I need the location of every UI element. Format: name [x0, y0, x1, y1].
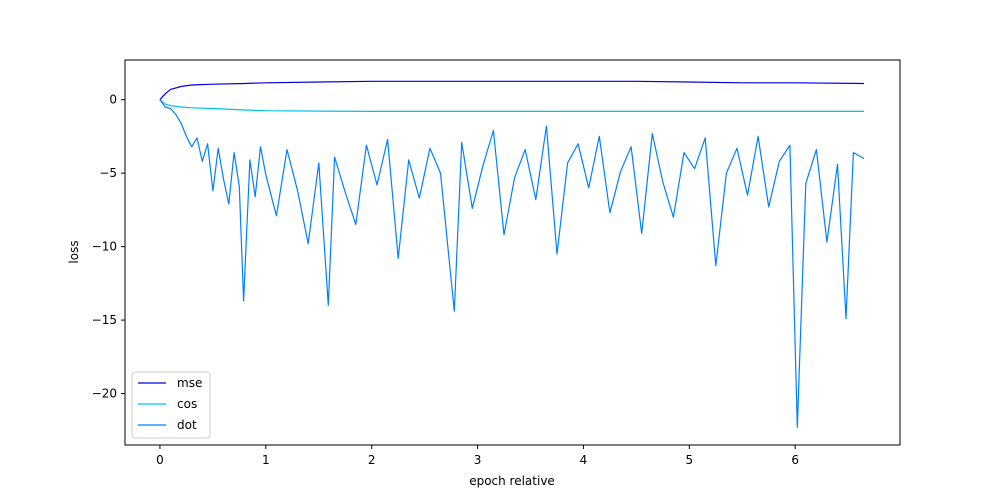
y-tick-label: −20	[92, 387, 117, 401]
x-tick-label: 4	[580, 453, 588, 467]
x-tick-label: 3	[474, 453, 482, 467]
x-tick-label: 5	[685, 453, 693, 467]
x-tick-label: 1	[262, 453, 270, 467]
axes-layer	[124, 59, 901, 446]
legend-label-mse: mse	[177, 376, 202, 390]
legend-label-dot: dot	[177, 418, 197, 432]
y-tick-label: −15	[92, 313, 117, 327]
y-axis-ticks: 0 −5 −10 −15 −20	[92, 93, 125, 401]
series-layer	[159, 80, 865, 428]
x-tick-label: 6	[791, 453, 799, 467]
series-line-mse	[159, 80, 865, 101]
plot-frame	[124, 59, 901, 446]
y-tick-label: 0	[109, 93, 117, 107]
plot-area	[125, 60, 900, 445]
legend-box	[131, 371, 211, 439]
x-axis-ticks: 0 1 2 3 4 5 6	[156, 445, 799, 467]
x-tick-label: 2	[368, 453, 376, 467]
legend-label-cos: cos	[177, 397, 197, 411]
series-line-dot	[159, 99, 865, 428]
x-tick-label: 0	[156, 453, 164, 467]
y-axis-label: loss	[67, 240, 81, 263]
y-tick-label: −10	[92, 240, 117, 254]
legend: mse cos dot	[131, 371, 211, 439]
y-tick-label: −5	[99, 166, 117, 180]
x-axis-label: epoch relative	[469, 474, 555, 488]
series-line-cos	[159, 99, 864, 113]
